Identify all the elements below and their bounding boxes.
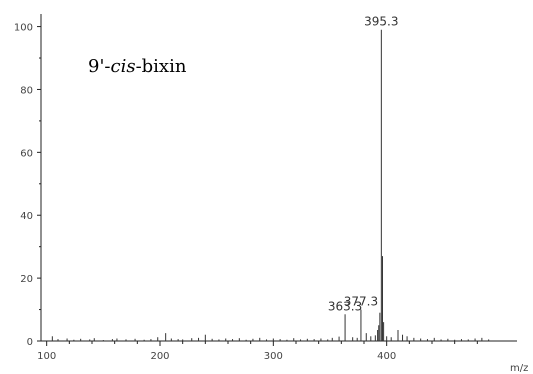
y-ticks: 0 20 40 60 80 100 xyxy=(14,23,41,348)
x-axis-label: m/z xyxy=(510,363,528,374)
y-tick-label: 60 xyxy=(20,148,33,159)
peak-label: 377.3 xyxy=(344,295,378,309)
spectrum-peaks xyxy=(51,29,490,341)
peak-label: 395.3 xyxy=(364,15,398,29)
peak-label: 363.3 xyxy=(328,299,362,313)
title-prefix: 9'- xyxy=(88,56,110,77)
x-tick-label: 300 xyxy=(264,351,283,362)
x-tick-label: 100 xyxy=(37,351,56,362)
x-tick-label: 200 xyxy=(150,351,169,362)
x-ticks: 100 200 300 400 xyxy=(37,341,478,362)
y-tick-label: 20 xyxy=(20,274,33,285)
title-suffix: -bixin xyxy=(136,56,187,77)
chart-title: 9'-cis-bixin xyxy=(88,56,187,77)
x-tick-label: 400 xyxy=(377,351,396,362)
y-tick-label: 0 xyxy=(27,337,33,348)
axes xyxy=(40,14,517,342)
y-tick-label: 40 xyxy=(20,211,33,222)
y-tick-label: 80 xyxy=(20,85,33,96)
y-tick-label: 100 xyxy=(14,23,33,34)
title-italic: cis xyxy=(110,56,135,77)
